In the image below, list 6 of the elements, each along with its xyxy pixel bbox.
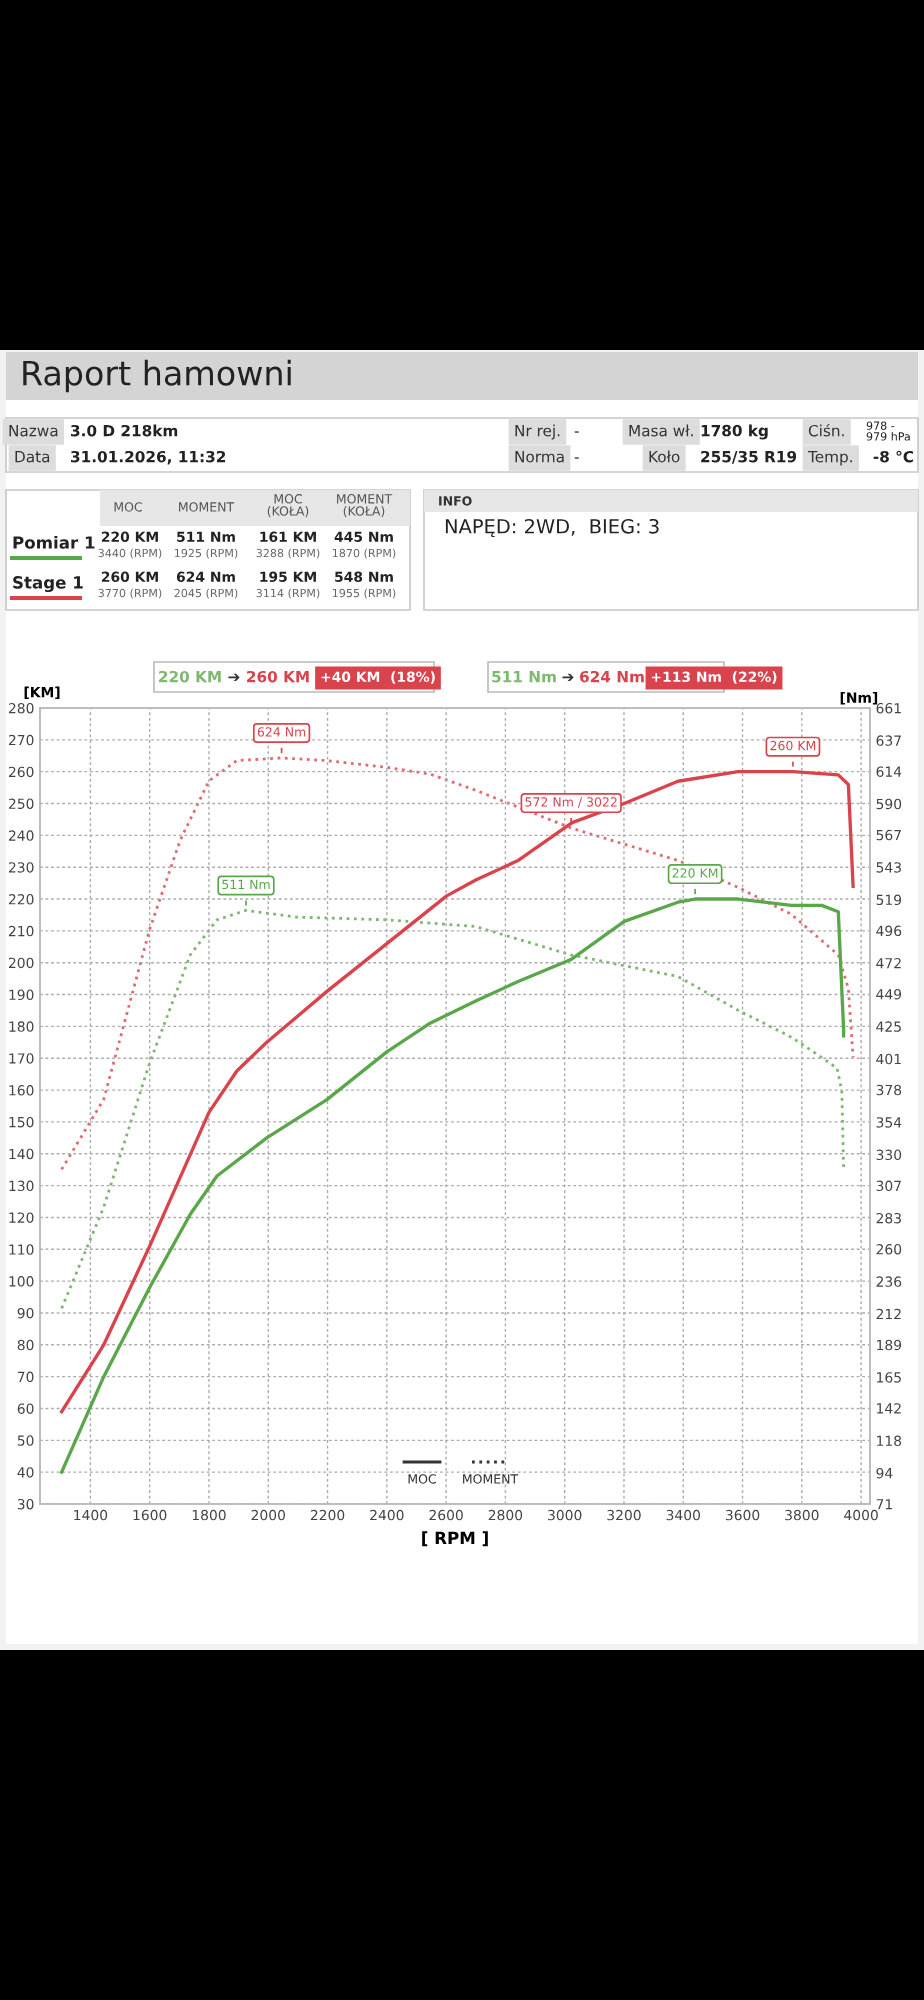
x-axis-title: [ RPM ]: [422, 1531, 488, 1547]
text: NAPĘD: 2WD, BIEG: 3: [445, 518, 659, 538]
text: Pomiar 1: [13, 535, 95, 549]
text: Stage 1: [13, 576, 83, 593]
line-series: [59, 897, 846, 1474]
chart-title: Raport hamowni: [23, 359, 291, 393]
